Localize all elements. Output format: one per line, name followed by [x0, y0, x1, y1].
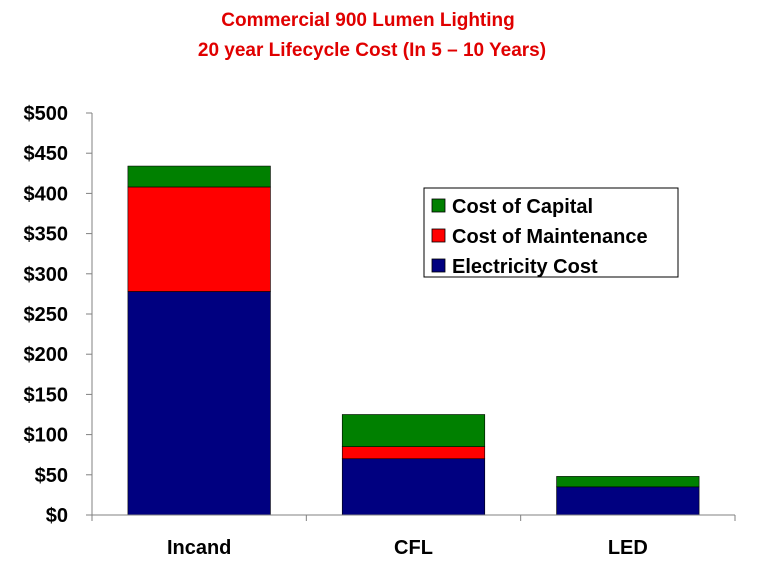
y-tick-label: $500 [24, 103, 69, 125]
bar-segment [556, 486, 700, 516]
bar-segment [341, 458, 486, 516]
chart-title: Commercial 900 Lumen Lighting 20 year Li… [198, 10, 546, 61]
y-tick-label: $300 [24, 264, 69, 286]
y-tick-label: $150 [24, 384, 69, 406]
y-tick-label: $400 [24, 183, 69, 205]
legend-swatch [431, 228, 446, 243]
x-category-label: LED [608, 537, 648, 559]
y-tick-label: $350 [24, 224, 69, 246]
chart-title-line-1: Commercial 900 Lumen Lighting [221, 10, 515, 31]
y-axis: $0 $50 $100 $150 $200 $250 $300 $350 $400 $450 $50… [24, 103, 93, 527]
legend-swatch [431, 198, 446, 213]
x-category-label: CFL [394, 537, 433, 559]
y-tick-label: $100 [24, 425, 69, 447]
y-tick-label: $0 [46, 505, 68, 527]
bar-segment [556, 476, 700, 488]
y-tick-label: $50 [35, 465, 68, 487]
legend-label: Cost of Maintenance [452, 226, 648, 248]
y-tick-label: $250 [24, 304, 69, 326]
y-tick-label: $450 [24, 143, 69, 165]
chart-title-line-2: 20 year Lifecycle Cost (In 5 – 10 Years) [198, 40, 546, 61]
bar-segment [127, 291, 271, 516]
bar-segment [127, 186, 271, 292]
legend: Cost of Capital Cost of Maintenance Electr… [423, 187, 679, 278]
x-axis: Incand CFL LED [91, 514, 736, 559]
legend-label: Electricity Cost [452, 256, 598, 278]
y-tick-label: $200 [24, 344, 69, 366]
x-category-label: Incand [167, 537, 231, 559]
legend-swatch [431, 258, 446, 273]
legend-box [423, 187, 679, 278]
bar-segment [341, 414, 486, 447]
bars [127, 165, 700, 516]
legend-label: Cost of Capital [452, 196, 593, 218]
bar-segment [341, 446, 486, 460]
bar-segment [127, 165, 271, 188]
